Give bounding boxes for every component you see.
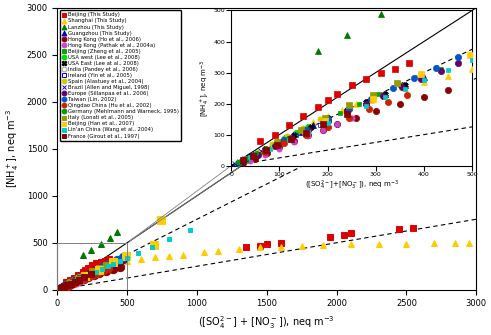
Legend: Beijing (This Study), Shanghai (This Study), Lanzhou (This Study), Guangzhou (Th: Beijing (This Study), Shanghai (This Stu… — [60, 10, 181, 141]
Y-axis label: [NH$_4^+$], neq m$^{-3}$: [NH$_4^+$], neq m$^{-3}$ — [4, 109, 21, 188]
X-axis label: ([SO$_4^{2-}$] + [NO$_3^-$]), neq m$^{-3}$: ([SO$_4^{2-}$] + [NO$_3^-$]), neq m$^{-3… — [198, 314, 335, 331]
Bar — [57, 243, 127, 290]
